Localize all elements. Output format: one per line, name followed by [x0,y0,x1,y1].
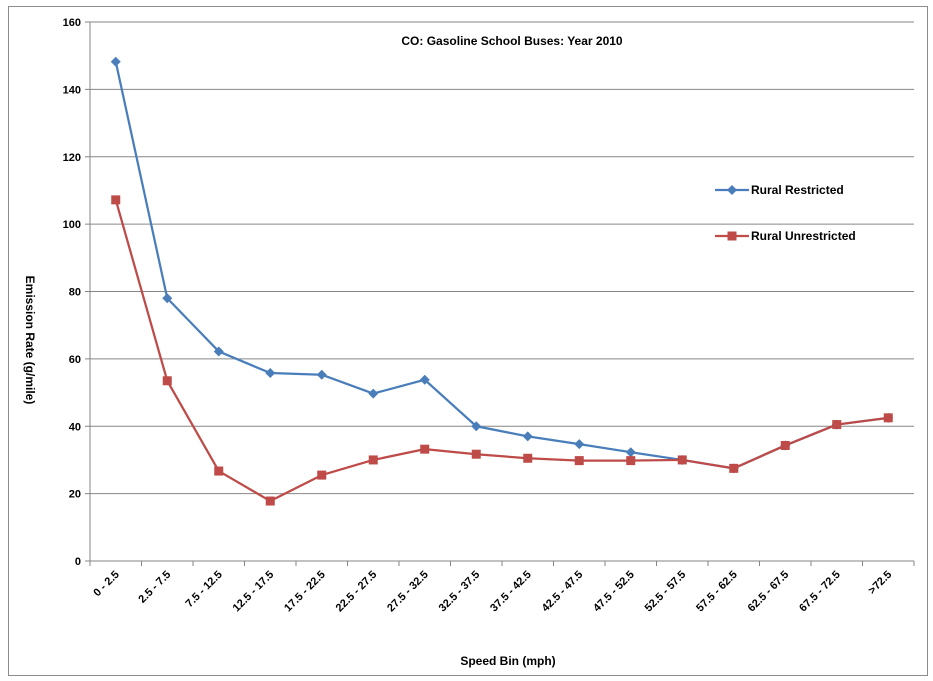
y-tick-label: 80 [69,287,81,299]
gridlines [85,21,914,562]
x-tick-label: 32.5 - 37.5 [437,569,483,615]
x-tick-label: 42.5 - 47.5 [540,569,586,615]
data-point [162,293,173,304]
data-point [677,455,687,465]
data-point [265,368,276,379]
x-tick-label: 17.5 - 22.5 [282,569,328,615]
x-tick-label: 57.5 - 62.5 [694,569,740,615]
series-line [114,61,889,470]
data-point [419,374,430,385]
data-point [214,466,224,476]
chart-frame [8,6,928,676]
legend-item: Rural Restricted [715,183,844,197]
data-point [110,56,121,67]
legend-marker [727,185,737,195]
data-point [368,455,378,465]
x-tick-labels: 0 - 2.5 2.5 - 7.5 7.5 - 12.5 12.5 - 17.5 17.… [89,561,915,615]
legend-marker [727,231,737,241]
x-tick-label: 37.5 - 42.5 [488,569,534,615]
data-point [522,431,533,442]
y-tick-label: 120 [63,152,81,164]
series-rural-unrestricted [111,195,893,506]
x-tick-label: 27.5 - 32.5 [385,569,431,615]
x-tick-label: 7.5 - 12.5 [184,569,225,610]
data-point [626,456,636,466]
data-point [832,420,842,430]
data-point [883,413,893,423]
x-tick-label: 52.5 - 57.5 [643,569,689,615]
chart-title: CO: Gasoline School Buses: Year 2010 [401,34,623,48]
x-tick-label: 12.5 - 17.5 [231,569,277,615]
data-point [471,421,482,432]
y-axis-label: Emission Rate (g/mile) [23,276,37,405]
legend-item: Rural Unrestricted [715,229,856,243]
data-point [213,346,224,357]
data-point [162,376,172,386]
y-tick-label: 100 [63,219,81,231]
y-tick-labels: 0 20 40 60 80 100 120 140 160 [63,17,81,568]
x-axis-label: Speed Bin (mph) [460,654,555,668]
x-tick-label: 0 - 2.5 [91,569,122,600]
data-point [420,444,430,454]
data-point [574,439,585,450]
x-tick-label: 62.5 - 67.5 [746,569,792,615]
series-rural-restricted [110,56,894,474]
y-tick-label: 40 [69,421,81,433]
legend-label: Rural Unrestricted [751,229,856,243]
y-tick-label: 0 [75,556,81,568]
y-tick-label: 60 [69,354,81,366]
x-tick-label: 47.5 - 52.5 [591,569,637,615]
data-point [317,470,327,480]
x-tick-label: >72.5 [866,569,894,597]
series [110,56,894,506]
y-tick-label: 160 [63,17,81,29]
x-tick-label: 2.5 - 7.5 [136,569,173,606]
y-tick-label: 20 [69,489,81,501]
legend-label: Rural Restricted [751,183,844,197]
data-point [111,195,121,205]
data-point [265,496,275,506]
x-tick-label: 22.5 - 27.5 [334,569,380,615]
x-tick-label: 67.5 - 72.5 [797,569,843,615]
data-point [574,456,584,466]
data-point [729,463,739,473]
data-point [471,449,481,459]
data-point [316,369,327,380]
series-line [114,199,889,503]
y-tick-label: 140 [63,84,81,96]
data-point [523,453,533,463]
data-point [625,447,636,458]
legend: Rural Restricted Rural Unrestricted [715,183,856,243]
data-point [780,440,790,450]
data-point [368,388,379,399]
